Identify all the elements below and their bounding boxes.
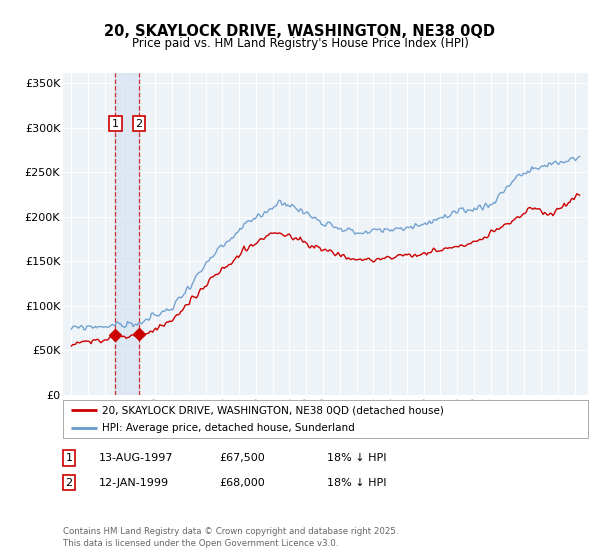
Text: 2: 2 [136,119,143,128]
Text: 1: 1 [65,453,73,463]
Text: 1: 1 [112,119,119,128]
Text: 18% ↓ HPI: 18% ↓ HPI [327,453,386,463]
Text: 12-JAN-1999: 12-JAN-1999 [99,478,169,488]
Text: Price paid vs. HM Land Registry's House Price Index (HPI): Price paid vs. HM Land Registry's House … [131,37,469,50]
Text: 18% ↓ HPI: 18% ↓ HPI [327,478,386,488]
Text: £68,000: £68,000 [219,478,265,488]
Bar [115,73,139,395]
Text: HPI: Average price, detached house, Sunderland: HPI: Average price, detached house, Sund… [103,423,355,433]
Text: 20, SKAYLOCK DRIVE, WASHINGTON, NE38 0QD (detached house): 20, SKAYLOCK DRIVE, WASHINGTON, NE38 0QD… [103,405,444,415]
Text: 20, SKAYLOCK DRIVE, WASHINGTON, NE38 0QD: 20, SKAYLOCK DRIVE, WASHINGTON, NE38 0QD [104,25,496,39]
Text: 2: 2 [65,478,73,488]
Text: £67,500: £67,500 [219,453,265,463]
Text: Contains HM Land Registry data © Crown copyright and database right 2025.
This d: Contains HM Land Registry data © Crown c… [63,527,398,548]
Text: 13-AUG-1997: 13-AUG-1997 [99,453,173,463]
